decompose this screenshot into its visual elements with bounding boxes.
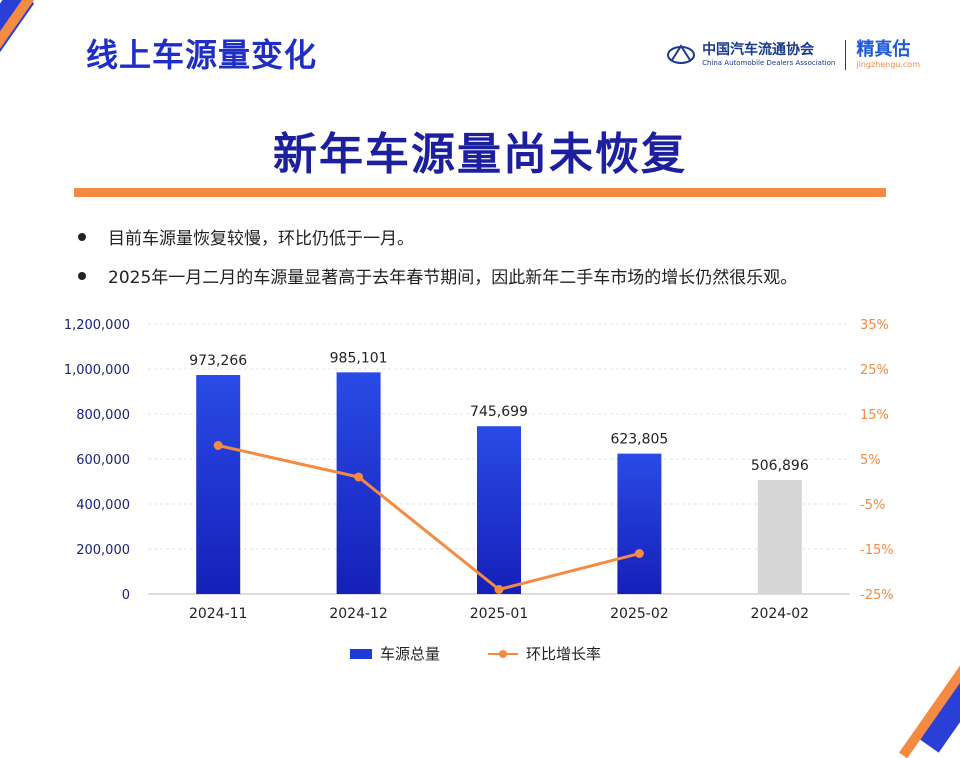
combo-chart: 0 200,000 400,000 600,000 800,000 1,000,000 1,… bbox=[64, 318, 894, 622]
legend-item-line: 环比增长率 bbox=[488, 643, 601, 664]
y-tick-label-left: 600,000 bbox=[76, 453, 130, 468]
legend-item-bar: 车源总量 bbox=[350, 643, 440, 664]
headline: 新年车源量尚未恢复 bbox=[273, 129, 687, 180]
bar-data-label: 745,699 bbox=[470, 404, 528, 420]
legend-line-swatch bbox=[488, 649, 519, 658]
x-tick-label: 2024-12 bbox=[329, 606, 388, 622]
line-point bbox=[213, 441, 223, 450]
bar-data-label: 506,896 bbox=[751, 458, 809, 474]
y-tick-label-right: -5% bbox=[860, 498, 885, 513]
x-tick-label: 2024-02 bbox=[751, 606, 810, 622]
headline-underline bbox=[74, 188, 886, 197]
brand-url: jingzhengu.com bbox=[856, 60, 920, 69]
bullet-item: 目前车源量恢复较慢，环比仍低于一月。 bbox=[78, 224, 797, 249]
bar bbox=[196, 375, 241, 594]
bullet-text: 目前车源量恢复较慢，环比仍低于一月。 bbox=[108, 229, 414, 249]
y-tick-label-right: 25% bbox=[860, 363, 889, 378]
series-line bbox=[217, 444, 640, 592]
bullet-text: 2025年一月二月的车源量显著高于去年春节期间，因此新年二手车市场的增长仍然很乐… bbox=[108, 268, 798, 288]
legend-bar-swatch bbox=[350, 648, 372, 659]
chart-legend: 车源总量 环比增长率 bbox=[350, 643, 649, 664]
y-tick-label-right: 5% bbox=[860, 453, 881, 468]
y-tick-label-right: 35% bbox=[860, 318, 889, 333]
bar-data-label: 985,101 bbox=[330, 350, 388, 366]
association-name: 中国汽车流通协会 bbox=[702, 42, 815, 58]
x-tick-label: 2024-11 bbox=[189, 606, 248, 622]
bar bbox=[477, 426, 521, 594]
section-title: 线上车源量变化 bbox=[86, 36, 318, 74]
line-point bbox=[494, 585, 504, 594]
x-tick-label: 2025-02 bbox=[610, 606, 669, 622]
bar bbox=[336, 372, 381, 594]
legend-label: 车源总量 bbox=[380, 645, 441, 663]
bar-data-label: 973,266 bbox=[189, 353, 247, 369]
line-point bbox=[354, 472, 364, 482]
bullet-item: 2025年一月二月的车源量显著高于去年春节期间，因此新年二手车市场的增长仍然很乐… bbox=[78, 263, 797, 288]
y-tick-label-right: -25% bbox=[860, 588, 894, 603]
bullet-list: 目前车源量恢复较慢，环比仍低于一月。 2025年一月二月的车源量显著高于去年春节… bbox=[78, 224, 797, 302]
y-tick-label-left: 0 bbox=[122, 588, 130, 603]
y-tick-label-left: 400,000 bbox=[76, 498, 130, 513]
y-tick-label-left: 1,200,000 bbox=[64, 318, 130, 333]
y-tick-label-right: -15% bbox=[860, 543, 894, 558]
y-tick-label-right: 15% bbox=[860, 408, 889, 423]
bar-data-label: 623,805 bbox=[610, 432, 668, 448]
bar bbox=[617, 453, 662, 594]
y-tick-label-left: 1,000,000 bbox=[64, 363, 130, 378]
legend-label: 环比增长率 bbox=[526, 645, 602, 663]
cada-logo-icon bbox=[666, 40, 696, 70]
logo-area: 中国汽车流通协会 China Automobile Dealers Associ… bbox=[666, 40, 920, 70]
bar bbox=[757, 479, 802, 594]
bullet-dot bbox=[78, 232, 86, 241]
y-tick-label-left: 200,000 bbox=[76, 543, 130, 558]
line-point bbox=[634, 549, 644, 558]
logo-divider bbox=[845, 40, 847, 70]
bullet-dot bbox=[78, 271, 86, 280]
y-tick-label-left: 800,000 bbox=[76, 408, 130, 423]
x-tick-label: 2025-01 bbox=[470, 606, 529, 622]
brand-name: 精真估 bbox=[856, 39, 911, 60]
association-name-en: China Automobile Dealers Association bbox=[702, 59, 836, 67]
